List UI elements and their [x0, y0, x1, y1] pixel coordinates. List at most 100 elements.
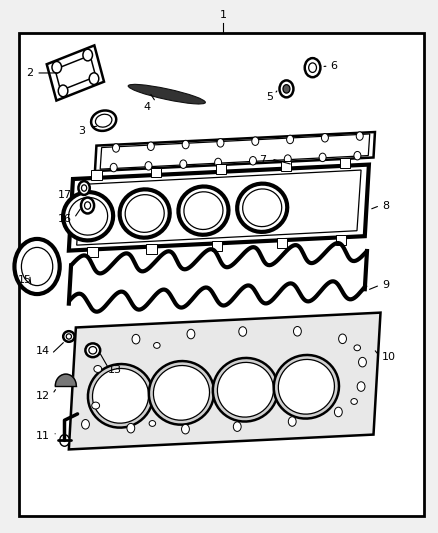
Circle shape: [181, 424, 189, 434]
Circle shape: [85, 202, 91, 209]
Ellipse shape: [128, 84, 205, 104]
Polygon shape: [88, 364, 153, 427]
Circle shape: [339, 334, 346, 344]
Polygon shape: [153, 366, 209, 420]
Polygon shape: [274, 355, 339, 418]
Circle shape: [180, 160, 187, 168]
Circle shape: [81, 198, 94, 214]
Text: 12: 12: [35, 391, 50, 401]
Text: 14: 14: [35, 346, 50, 357]
Circle shape: [78, 181, 90, 195]
Polygon shape: [95, 132, 375, 171]
Ellipse shape: [354, 345, 360, 351]
Text: 13: 13: [108, 365, 122, 375]
Ellipse shape: [154, 343, 160, 349]
Polygon shape: [184, 192, 223, 230]
Polygon shape: [120, 189, 170, 238]
Polygon shape: [217, 362, 273, 417]
Circle shape: [309, 63, 317, 72]
Ellipse shape: [95, 114, 112, 127]
Ellipse shape: [63, 331, 74, 342]
Bar: [281, 161, 291, 171]
Bar: [146, 245, 157, 254]
Polygon shape: [55, 374, 76, 386]
Text: 4: 4: [144, 102, 151, 112]
Circle shape: [284, 155, 291, 163]
Circle shape: [356, 132, 363, 140]
Polygon shape: [149, 361, 214, 425]
Circle shape: [110, 163, 117, 172]
Circle shape: [250, 157, 256, 165]
Circle shape: [319, 153, 326, 161]
Polygon shape: [125, 195, 164, 232]
Ellipse shape: [89, 346, 97, 354]
Circle shape: [283, 85, 290, 93]
Text: 9: 9: [382, 280, 389, 290]
Circle shape: [14, 239, 60, 294]
Circle shape: [86, 346, 94, 356]
Circle shape: [52, 61, 62, 73]
Circle shape: [147, 142, 154, 150]
Text: 7: 7: [259, 156, 266, 165]
Bar: [277, 238, 287, 248]
Text: 17: 17: [57, 190, 71, 200]
Circle shape: [239, 327, 247, 336]
Circle shape: [359, 358, 367, 367]
Text: 16: 16: [57, 214, 71, 224]
Text: 15: 15: [18, 274, 32, 285]
Circle shape: [89, 73, 99, 84]
Circle shape: [335, 407, 342, 417]
Circle shape: [217, 139, 224, 147]
Circle shape: [354, 151, 361, 160]
Bar: [151, 167, 161, 177]
Circle shape: [321, 134, 328, 142]
Circle shape: [145, 161, 152, 170]
Circle shape: [357, 382, 365, 391]
Ellipse shape: [85, 343, 100, 357]
Bar: [92, 171, 102, 180]
Text: 11: 11: [36, 431, 50, 441]
Ellipse shape: [351, 399, 357, 405]
Text: 5: 5: [266, 92, 273, 102]
Circle shape: [132, 334, 140, 344]
Circle shape: [113, 144, 120, 152]
Polygon shape: [279, 359, 335, 414]
Ellipse shape: [66, 334, 71, 339]
Ellipse shape: [149, 421, 155, 426]
Circle shape: [286, 135, 293, 144]
Polygon shape: [237, 184, 287, 232]
Polygon shape: [69, 313, 381, 449]
Polygon shape: [243, 189, 282, 227]
Polygon shape: [213, 358, 278, 422]
Circle shape: [252, 137, 259, 146]
Bar: [212, 241, 222, 251]
Circle shape: [83, 49, 92, 61]
Polygon shape: [63, 192, 113, 240]
Circle shape: [81, 419, 89, 429]
Text: 6: 6: [330, 61, 337, 71]
Text: 2: 2: [26, 68, 33, 78]
Circle shape: [215, 158, 222, 167]
Polygon shape: [55, 55, 96, 91]
Ellipse shape: [91, 110, 116, 131]
Circle shape: [58, 85, 68, 96]
Circle shape: [182, 140, 189, 149]
Text: 10: 10: [382, 352, 396, 361]
Circle shape: [233, 422, 241, 431]
Circle shape: [60, 434, 69, 446]
Ellipse shape: [92, 402, 99, 409]
Circle shape: [127, 423, 135, 433]
Polygon shape: [92, 368, 148, 423]
Bar: [336, 235, 346, 245]
Polygon shape: [69, 165, 369, 251]
Bar: [87, 247, 98, 257]
Bar: [215, 164, 226, 174]
Text: 1: 1: [220, 10, 227, 20]
Circle shape: [293, 327, 301, 336]
Circle shape: [279, 80, 293, 98]
Polygon shape: [69, 197, 108, 235]
Bar: [340, 158, 350, 168]
Circle shape: [21, 247, 53, 286]
Circle shape: [305, 58, 321, 77]
Circle shape: [288, 417, 296, 426]
